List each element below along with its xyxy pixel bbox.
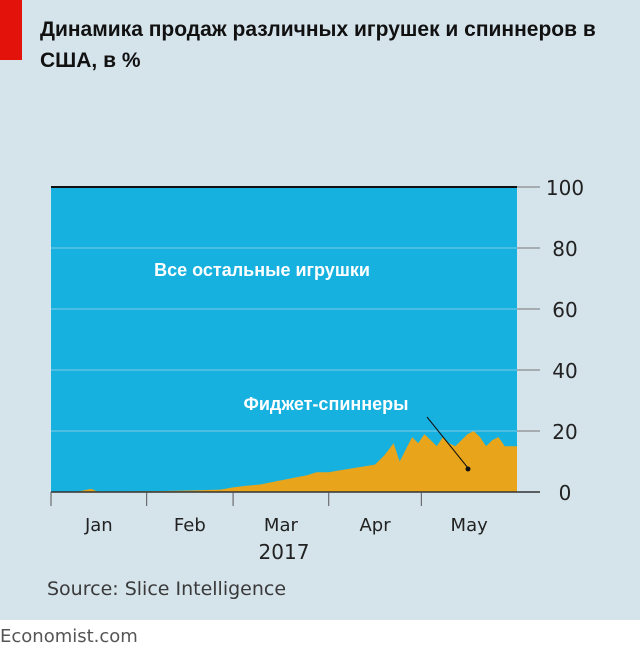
- x-tick-label-feb: Feb: [174, 515, 206, 536]
- y-tick-label-60: 60: [552, 298, 577, 322]
- area-other-toys: [51, 187, 517, 492]
- source-note: Source: Slice Intelligence: [47, 578, 287, 600]
- y-tick-label-0: 0: [559, 481, 572, 505]
- y-tick-label-40: 40: [552, 359, 577, 383]
- y-tick-label-80: 80: [552, 237, 577, 261]
- area-chart: 100 80 60 40 20 0 Jan Feb Mar Apr May 2017 Все ост…: [50, 176, 584, 564]
- brand-accent-bar: [0, 0, 22, 60]
- x-tick-label-apr: Apr: [359, 515, 391, 536]
- x-tick-label-may: May: [451, 515, 489, 536]
- series-label-other: Все остальные игрушки: [154, 260, 370, 280]
- series-label-spinners: Фиджет-спиннеры: [243, 394, 408, 414]
- x-tick-label-mar: Mar: [264, 515, 299, 536]
- annotation-leader-line: [426, 416, 469, 469]
- x-axis-year-label: 2017: [259, 540, 310, 564]
- chart-title: Динамика продаж различных игрушек и спин…: [40, 18, 596, 72]
- y-tick-label-20: 20: [552, 420, 577, 444]
- footer-brand: Economist.com: [0, 626, 138, 647]
- area-fidget-spinners: [51, 431, 517, 492]
- x-tick-label-jan: Jan: [84, 515, 113, 536]
- y-tick-label-100: 100: [546, 176, 584, 200]
- annotation-dot: [465, 466, 471, 472]
